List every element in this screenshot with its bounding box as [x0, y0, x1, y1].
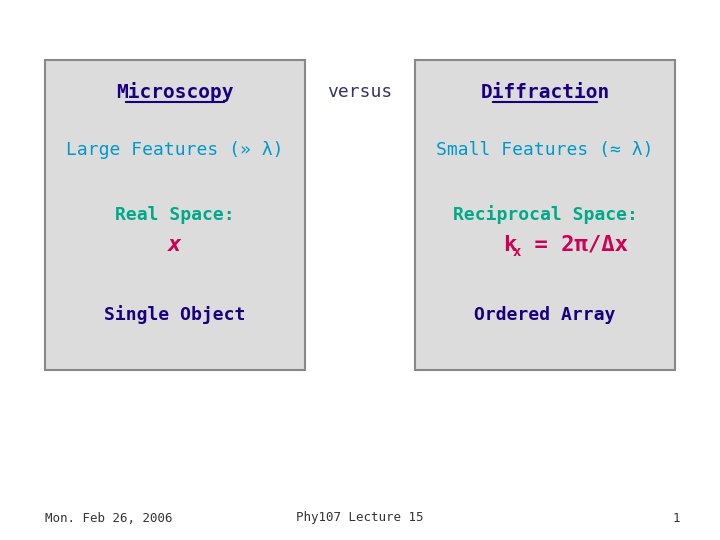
Text: Microscopy: Microscopy [116, 82, 234, 102]
Text: Ordered Array: Ordered Array [474, 306, 616, 324]
Text: x: x [168, 235, 181, 255]
Text: Real Space:: Real Space: [115, 206, 235, 224]
FancyBboxPatch shape [415, 60, 675, 370]
Text: k: k [503, 235, 516, 255]
Text: Large Features (» λ): Large Features (» λ) [66, 141, 284, 159]
FancyBboxPatch shape [45, 60, 305, 370]
Text: Mon. Feb 26, 2006: Mon. Feb 26, 2006 [45, 511, 173, 524]
Text: Reciprocal Space:: Reciprocal Space: [453, 206, 637, 225]
Text: 1: 1 [672, 511, 680, 524]
Text: Small Features (≈ λ): Small Features (≈ λ) [436, 141, 654, 159]
Text: Single Object: Single Object [104, 306, 246, 325]
Text: x: x [513, 245, 521, 259]
Text: Phy107 Lecture 15: Phy107 Lecture 15 [296, 511, 424, 524]
Text: Diffraction: Diffraction [480, 83, 610, 102]
Text: versus: versus [328, 83, 392, 101]
Text: = 2π/Δx: = 2π/Δx [521, 235, 628, 255]
